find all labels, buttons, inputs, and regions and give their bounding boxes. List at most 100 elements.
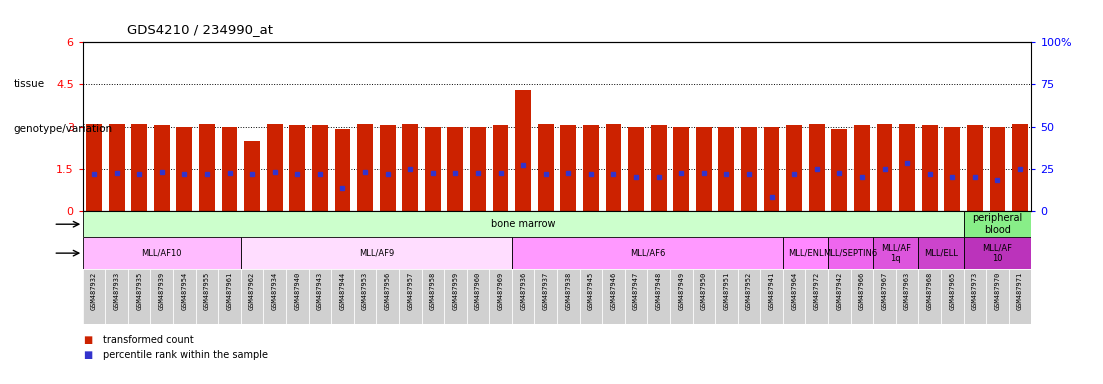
Bar xyxy=(448,127,463,211)
Text: GSM487961: GSM487961 xyxy=(226,271,233,310)
Text: GSM487966: GSM487966 xyxy=(859,271,865,310)
Text: bone marrow: bone marrow xyxy=(491,219,556,229)
Bar xyxy=(964,237,1031,269)
Bar xyxy=(379,125,396,211)
Bar xyxy=(470,127,485,211)
Text: percentile rank within the sample: percentile rank within the sample xyxy=(103,350,268,360)
Text: MLL/SEPTIN6: MLL/SEPTIN6 xyxy=(824,248,878,258)
Bar xyxy=(624,269,647,324)
Text: GSM487953: GSM487953 xyxy=(362,271,368,310)
Bar xyxy=(512,269,535,324)
Bar xyxy=(515,90,531,211)
Bar xyxy=(760,269,783,324)
Bar xyxy=(83,237,240,269)
Bar xyxy=(150,269,173,324)
Text: transformed count: transformed count xyxy=(103,335,193,345)
Bar xyxy=(606,124,621,211)
Bar xyxy=(967,125,983,211)
Text: GSM487933: GSM487933 xyxy=(114,271,119,310)
Text: GSM487954: GSM487954 xyxy=(181,271,188,310)
Bar xyxy=(1009,269,1031,324)
Text: GSM487944: GSM487944 xyxy=(340,271,345,310)
Bar xyxy=(199,124,215,211)
Bar xyxy=(583,125,599,211)
Bar xyxy=(738,269,760,324)
Bar xyxy=(786,125,802,211)
Bar xyxy=(673,127,689,211)
Bar xyxy=(535,269,557,324)
Bar xyxy=(425,127,441,211)
Bar xyxy=(244,141,260,211)
Text: GSM487965: GSM487965 xyxy=(950,271,955,310)
Bar xyxy=(421,269,445,324)
Bar xyxy=(286,269,309,324)
Bar xyxy=(86,124,101,211)
Bar xyxy=(741,127,757,211)
Bar xyxy=(651,125,666,211)
Bar xyxy=(919,237,964,269)
Bar xyxy=(1013,124,1028,211)
Bar xyxy=(899,124,915,211)
Text: GSM487956: GSM487956 xyxy=(385,271,390,310)
Text: GSM487949: GSM487949 xyxy=(678,271,684,310)
Text: tissue: tissue xyxy=(13,79,44,89)
Bar xyxy=(874,269,896,324)
Bar xyxy=(877,124,892,211)
Text: GSM487962: GSM487962 xyxy=(249,271,255,310)
Text: MLL/AF10: MLL/AF10 xyxy=(141,248,182,258)
Bar xyxy=(896,269,919,324)
Text: peripheral
blood: peripheral blood xyxy=(973,214,1022,235)
Text: ■: ■ xyxy=(83,335,92,345)
Bar xyxy=(602,269,624,324)
Text: GSM487973: GSM487973 xyxy=(972,271,978,310)
Text: GSM487968: GSM487968 xyxy=(927,271,933,310)
Text: GSM487970: GSM487970 xyxy=(995,271,1000,310)
Bar xyxy=(783,237,828,269)
Bar xyxy=(805,269,828,324)
Text: GSM487948: GSM487948 xyxy=(655,271,662,310)
Bar xyxy=(153,125,170,211)
Bar xyxy=(493,125,508,211)
Text: GSM487952: GSM487952 xyxy=(746,271,752,310)
Bar xyxy=(783,269,805,324)
Bar xyxy=(944,127,960,211)
Text: GSM487957: GSM487957 xyxy=(407,271,414,310)
Text: GSM487932: GSM487932 xyxy=(92,271,97,310)
Bar xyxy=(628,127,644,211)
Bar xyxy=(718,127,735,211)
Bar xyxy=(357,124,373,211)
Text: GSM487955: GSM487955 xyxy=(204,271,210,310)
Bar xyxy=(240,237,512,269)
Text: MLL/ENL: MLL/ENL xyxy=(788,248,823,258)
Bar xyxy=(195,269,218,324)
Bar xyxy=(128,269,150,324)
Text: GSM487947: GSM487947 xyxy=(633,271,639,310)
Bar xyxy=(557,269,579,324)
Bar xyxy=(289,125,306,211)
Bar xyxy=(309,269,331,324)
Text: GSM487935: GSM487935 xyxy=(136,271,142,310)
Bar xyxy=(264,269,286,324)
Text: GSM487967: GSM487967 xyxy=(881,271,888,310)
Text: GSM487963: GSM487963 xyxy=(904,271,910,310)
Text: genotype/variation: genotype/variation xyxy=(13,124,113,134)
Bar xyxy=(173,269,195,324)
Bar xyxy=(105,269,128,324)
Text: MLL/AF6: MLL/AF6 xyxy=(630,248,665,258)
Bar xyxy=(83,269,105,324)
Bar xyxy=(922,125,938,211)
Bar xyxy=(109,124,125,211)
Text: GSM487972: GSM487972 xyxy=(814,271,820,310)
Text: MLL/ELL: MLL/ELL xyxy=(924,248,957,258)
Bar xyxy=(354,269,376,324)
Bar xyxy=(131,124,147,211)
Bar xyxy=(176,127,192,211)
Bar xyxy=(693,269,715,324)
Bar xyxy=(670,269,693,324)
Bar xyxy=(986,269,1009,324)
Bar xyxy=(331,269,354,324)
Bar xyxy=(512,237,783,269)
Text: GSM487969: GSM487969 xyxy=(497,271,504,310)
Bar xyxy=(538,124,554,211)
Text: GSM487942: GSM487942 xyxy=(836,271,843,310)
